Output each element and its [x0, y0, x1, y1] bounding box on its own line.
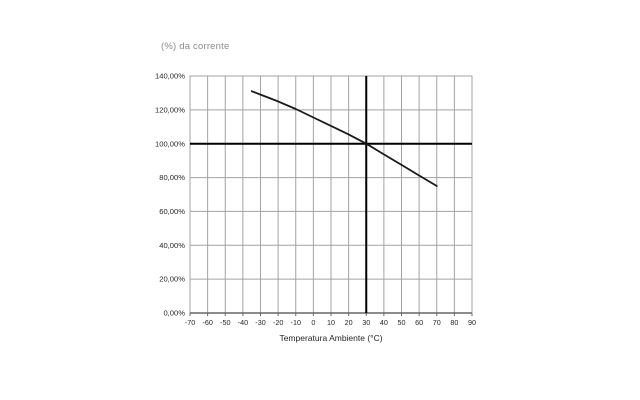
x-tick-label: -40 [238, 318, 248, 327]
y-tick-label: 140,00% [155, 72, 185, 81]
x-tick-label: 20 [345, 318, 353, 327]
x-tick-label: 50 [398, 318, 406, 327]
x-tick-label: -70 [185, 318, 195, 327]
y-tick-label: 20,00% [159, 275, 185, 284]
y-tick-label: 120,00% [155, 105, 185, 114]
x-tick-label: -60 [202, 318, 212, 327]
x-tick-label: 70 [433, 318, 441, 327]
x-tick-label: 0 [311, 318, 315, 327]
x-tick-label: -10 [291, 318, 301, 327]
derating-curve [250, 90, 438, 187]
x-tick-label: 40 [380, 318, 388, 327]
x-tick-label: 30 [362, 318, 370, 327]
y-tick-label: 0,00% [163, 309, 185, 318]
y-tick-label: 60,00% [159, 207, 185, 216]
x-axis-title: Temperatura Ambiente (°C) [279, 333, 383, 343]
x-tick-label: 90 [468, 318, 476, 327]
y-tick-label: 40,00% [159, 241, 185, 250]
chart-title: (%) da corrente [161, 41, 230, 52]
y-tick-label: 100,00% [155, 139, 185, 148]
x-tick-label: -50 [220, 318, 230, 327]
x-tick-label: -30 [255, 318, 265, 327]
y-tick-label: 80,00% [159, 173, 185, 182]
x-tick-label: 60 [415, 318, 423, 327]
x-tick-label: 80 [450, 318, 458, 327]
x-tick-label: 10 [327, 318, 335, 327]
x-tick-label: -20 [273, 318, 283, 327]
